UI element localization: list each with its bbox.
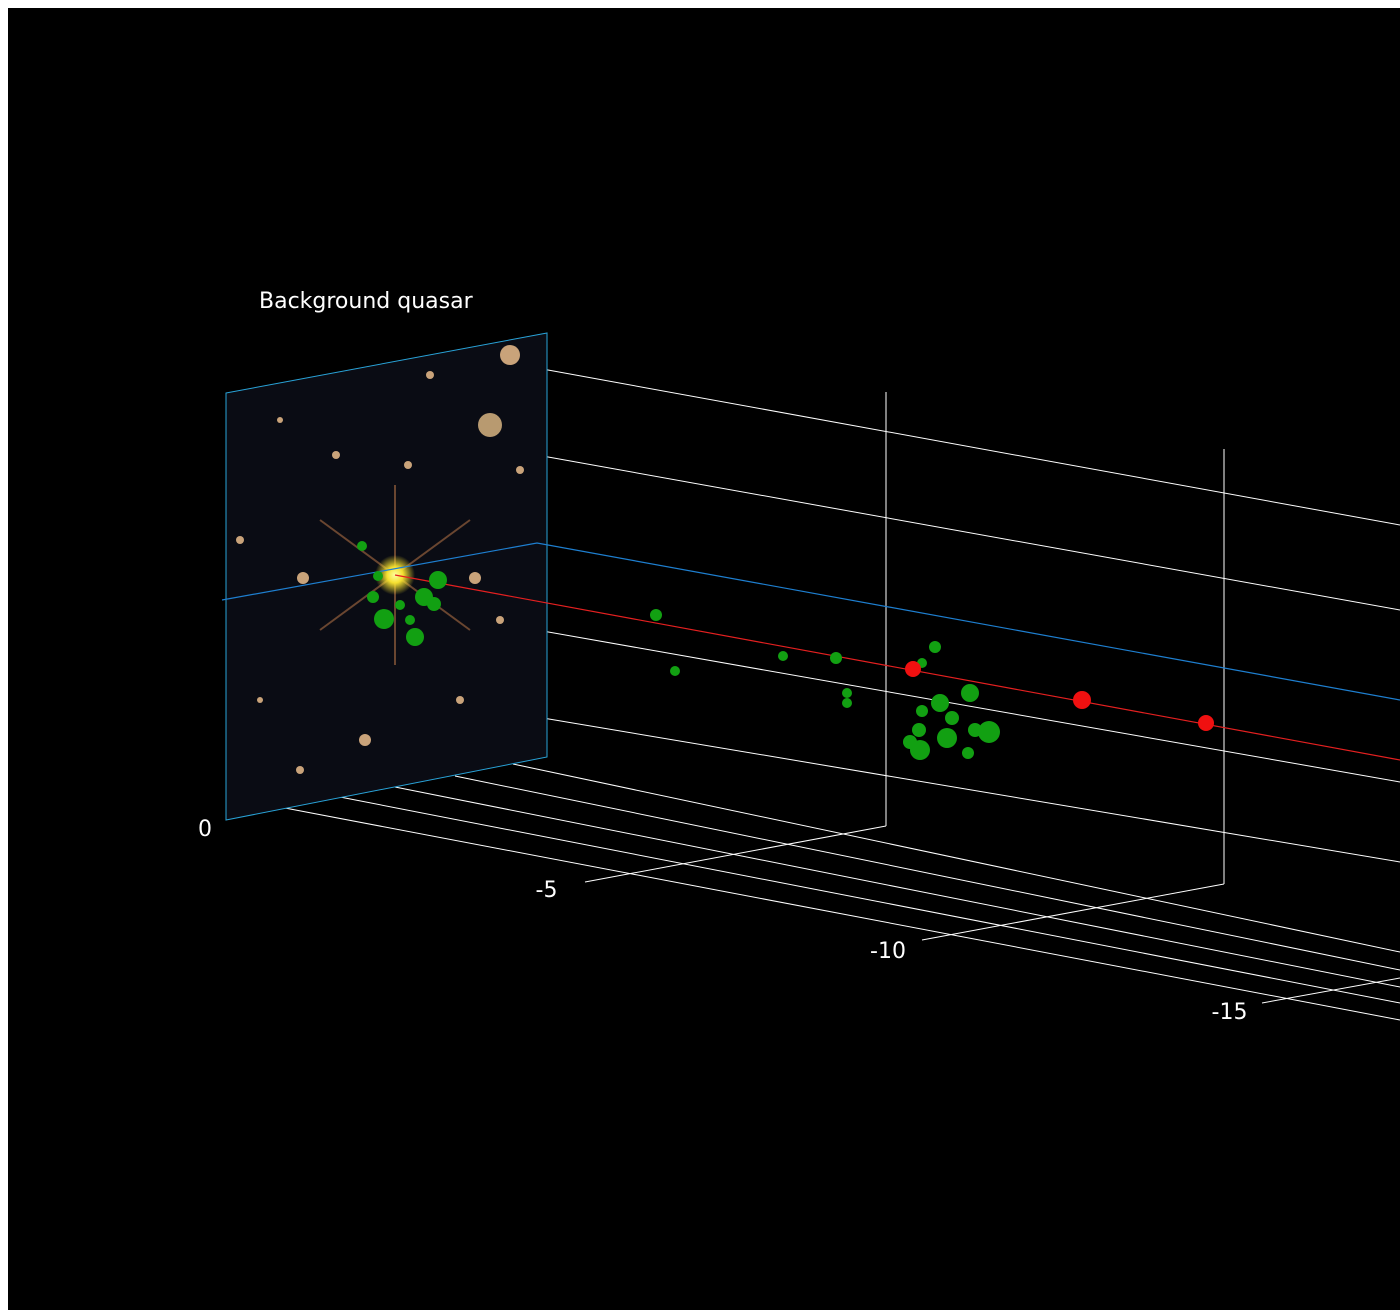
axis-tick-label: -10 [870, 939, 906, 964]
panel-label: Background quasar [259, 289, 474, 314]
image-panel [225, 332, 548, 821]
grid [284, 367, 1400, 1021]
sightline [394, 574, 1400, 761]
axis-tick-label: -15 [1212, 1000, 1248, 1025]
absorbers [357, 541, 1000, 760]
axis-ticks: 0 -5 -10 -15 [198, 817, 1247, 1025]
red-points [905, 661, 1214, 731]
axis-tick-label: -5 [536, 878, 558, 903]
axis-tick-label: 0 [198, 817, 212, 842]
plane-line [221, 542, 1400, 701]
